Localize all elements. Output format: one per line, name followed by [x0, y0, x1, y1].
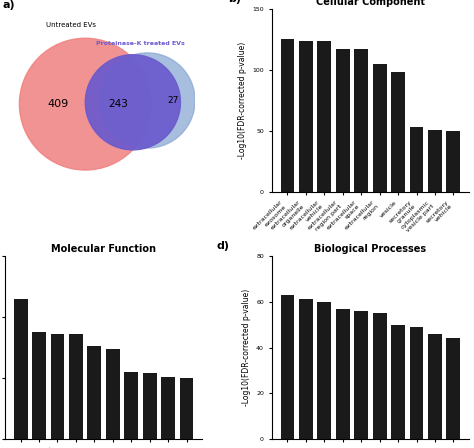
- Text: Proteinase-K treated EVs: Proteinase-K treated EVs: [96, 41, 184, 46]
- Text: Untreated EVs: Untreated EVs: [46, 22, 96, 28]
- Bar: [410, 327, 423, 439]
- Bar: [318, 302, 331, 439]
- Bar: [124, 372, 138, 439]
- Bar: [428, 130, 442, 192]
- Bar: [69, 334, 83, 439]
- Bar: [354, 49, 368, 192]
- Bar: [281, 39, 294, 192]
- Bar: [410, 127, 423, 192]
- Bar: [32, 332, 46, 439]
- Bar: [428, 334, 442, 439]
- Bar: [373, 313, 387, 439]
- Text: b): b): [228, 0, 241, 4]
- Bar: [354, 311, 368, 439]
- Bar: [336, 309, 350, 439]
- Y-axis label: -Log10(FDR-corrected p-value): -Log10(FDR-corrected p-value): [238, 42, 247, 159]
- Bar: [51, 334, 64, 439]
- Bar: [391, 73, 405, 192]
- Text: 27: 27: [167, 96, 179, 105]
- Y-axis label: -Log10(FDR-corrected p-value): -Log10(FDR-corrected p-value): [242, 289, 251, 406]
- Bar: [391, 325, 405, 439]
- Bar: [373, 64, 387, 192]
- Bar: [143, 373, 156, 439]
- Bar: [106, 349, 120, 439]
- Bar: [180, 378, 193, 439]
- Circle shape: [85, 55, 181, 150]
- Text: d): d): [216, 241, 229, 251]
- Text: a): a): [3, 0, 16, 10]
- Bar: [299, 41, 313, 192]
- Bar: [447, 131, 460, 192]
- Bar: [299, 300, 313, 439]
- Title: Molecular Function: Molecular Function: [51, 244, 156, 254]
- Title: Biological Processes: Biological Processes: [314, 244, 427, 254]
- Text: 243: 243: [108, 99, 128, 109]
- Bar: [87, 346, 101, 439]
- Circle shape: [100, 53, 195, 148]
- Bar: [336, 49, 350, 192]
- Text: 409: 409: [47, 99, 68, 109]
- Title: Cellular Component: Cellular Component: [316, 0, 425, 7]
- Bar: [281, 295, 294, 439]
- Bar: [161, 377, 175, 439]
- Circle shape: [19, 38, 151, 170]
- Bar: [14, 299, 27, 439]
- Bar: [318, 41, 331, 192]
- Bar: [447, 338, 460, 439]
